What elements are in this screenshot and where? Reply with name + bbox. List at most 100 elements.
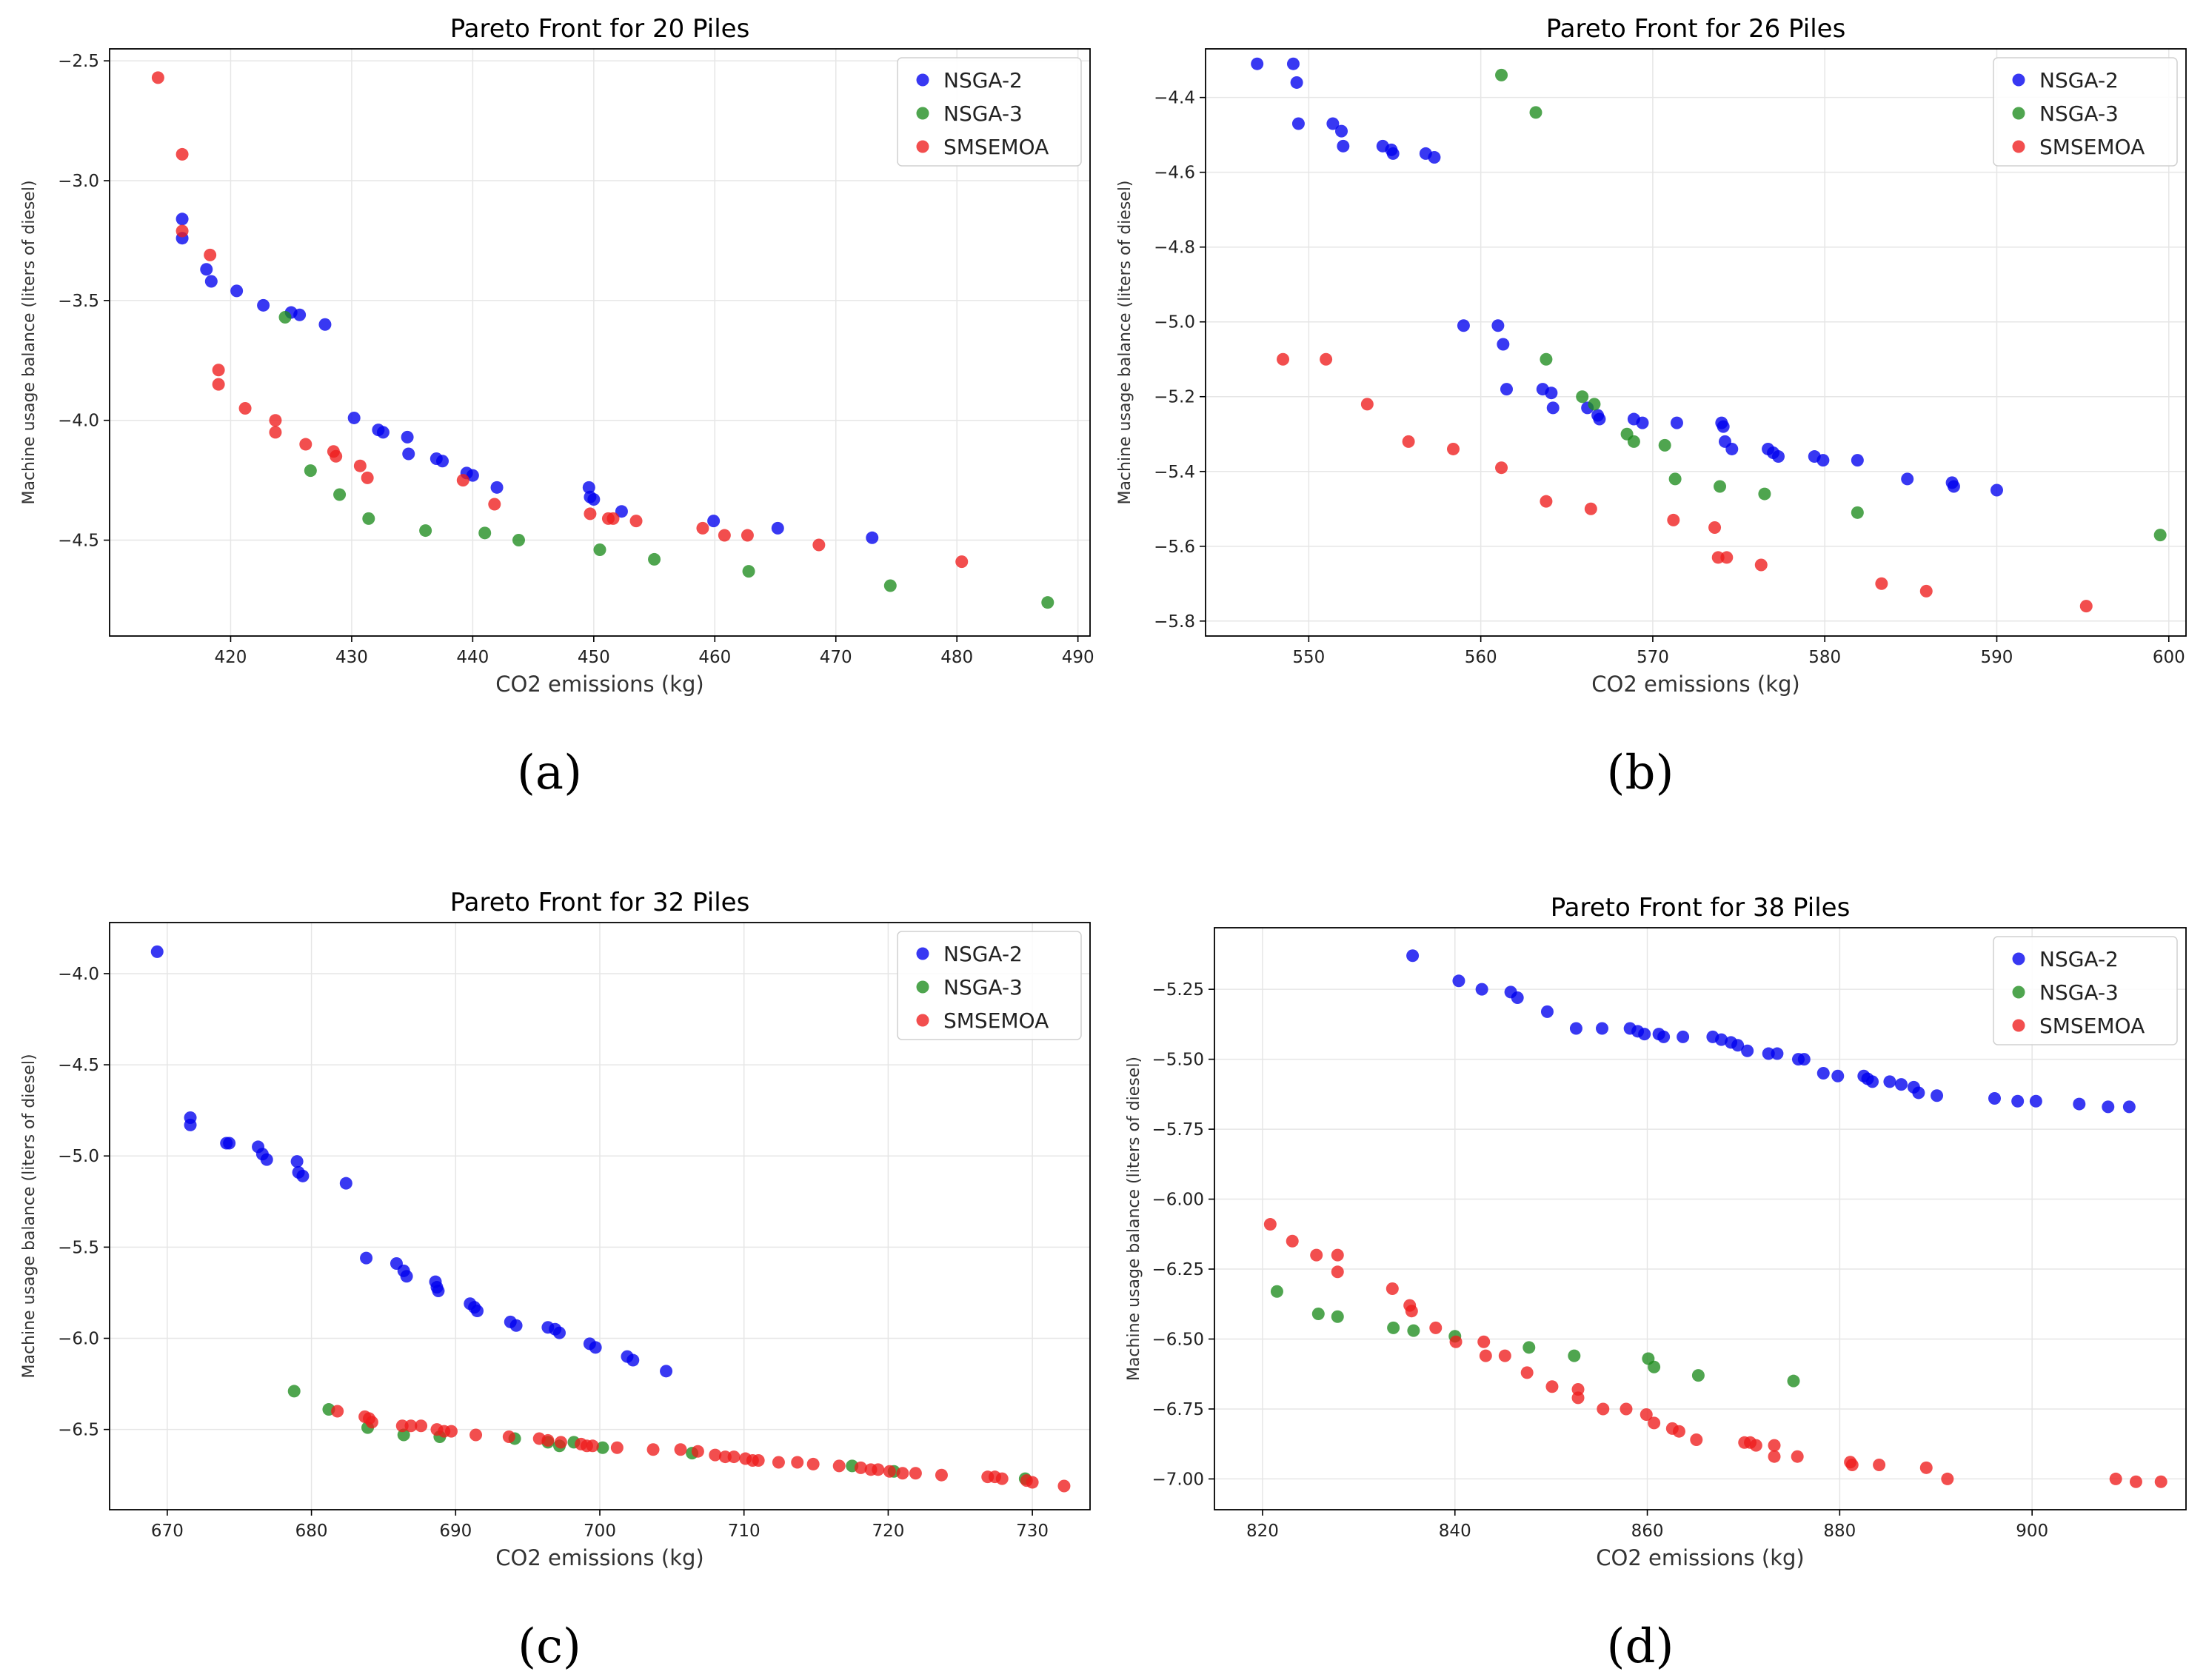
y-tick-label: −5.0 [58,1147,99,1166]
data-point-smsemoa [752,1454,765,1468]
data-point-smsemoa [365,1416,378,1429]
data-point-smsemoa [1768,1450,1781,1463]
data-point-nsga-3 [1627,435,1640,448]
data-point-smsemoa [1875,577,1888,590]
data-point-smsemoa [646,1443,660,1456]
legend-marker-smsemoa [916,140,929,153]
data-point-nsga-2 [589,1341,602,1354]
data-point-nsga-2 [582,481,595,494]
y-tick-label: −4.5 [58,1056,99,1075]
legend: NSGA-2 NSGA-3 SMSEMOA [897,931,1082,1040]
y-tick-label: −4.8 [1154,238,1195,258]
data-point-nsga-2 [771,521,784,535]
data-point-nsga-2 [1335,124,1348,138]
data-point-smsemoa [629,515,643,528]
data-point-nsga-2 [293,308,307,321]
data-point-smsemoa [1446,442,1460,455]
data-point-nsga-2 [1596,1022,1609,1035]
data-point-smsemoa [2109,1472,2122,1485]
data-point-smsemoa [2079,600,2093,613]
data-point-nsga-3 [1758,487,1771,501]
data-point-nsga-2 [1866,1075,1879,1088]
data-point-smsemoa [331,1405,344,1418]
legend-marker-nsga-3 [2012,985,2025,999]
data-point-smsemoa [151,71,164,84]
data-point-smsemoa [1941,1472,1954,1485]
legend-label: NSGA-2 [2039,68,2119,93]
data-point-nsga-2 [200,263,213,276]
data-point-nsga-2 [296,1169,310,1182]
plot-frame [109,48,1091,637]
y-tick-label: −4.0 [58,412,99,431]
legend: NSGA-2 NSGA-3 SMSEMOA [897,57,1082,167]
data-point-smsemoa [806,1457,820,1470]
data-point-smsemoa [741,529,754,542]
legend-marker-nsga-3 [916,980,929,994]
data-point-smsemoa [995,1472,1009,1485]
legend-label: SMSEMOA [943,135,1049,159]
data-point-smsemoa [395,1419,409,1433]
data-point-smsemoa [353,459,367,472]
legend-marker-nsga-3 [916,107,929,120]
data-point-nsga-2 [260,1153,273,1166]
y-axis-label: Machine usage balance (liters of diesel) [20,1054,39,1378]
data-point-nsga-2 [1725,442,1739,455]
y-tick-label: −5.5 [58,1238,99,1257]
x-tick-label: 600 [2153,648,2185,667]
data-point-smsemoa [1320,352,1333,366]
y-tick-label: −6.5 [58,1421,99,1440]
data-point-smsemoa [330,449,343,463]
legend-label: NSGA-2 [2039,947,2119,971]
data-point-nsga-2 [376,426,390,439]
y-tick-label: −2.5 [58,52,99,71]
legend-marker-smsemoa [2012,140,2025,153]
data-point-smsemoa [2154,1475,2167,1488]
data-point-nsga-2 [1762,1047,1775,1060]
x-tick-label: 690 [439,1522,472,1541]
data-point-nsga-3 [1523,1341,1536,1354]
data-point-nsga-3 [1787,1374,1800,1388]
data-point-nsga-2 [1894,1078,1908,1091]
data-point-nsga-3 [1041,596,1054,609]
chart-panel-c: 670 680 690 700 710 720 730 −4.0 −4.5 −5.0 −5.5 −6.… [20,888,1091,1570]
y-tick-label: −6.0 [58,1330,99,1349]
data-point-nsga-2 [257,298,270,312]
data-point-nsga-3 [1495,68,1508,81]
data-point-smsemoa [299,438,312,451]
data-point-smsemoa [554,1436,567,1449]
data-point-nsga-3 [1648,1360,1661,1373]
data-point-nsga-3 [2153,529,2167,542]
data-point-smsemoa [1640,1408,1653,1422]
x-tick-label: 700 [584,1522,616,1541]
data-point-smsemoa [1873,1459,1886,1472]
legend: NSGA-2 NSGA-3 SMSEMOA [1993,57,2178,167]
data-point-nsga-2 [1883,1075,1896,1088]
data-point-nsga-2 [471,1305,484,1318]
data-point-smsemoa [1495,461,1508,475]
x-tick-label: 550 [1292,648,1325,667]
y-tick-label: −4.6 [1154,164,1195,183]
data-point-nsga-2 [432,1284,445,1297]
data-point-smsemoa [269,426,282,439]
x-tick-label: 710 [728,1522,761,1541]
data-point-smsemoa [1277,352,1290,366]
y-tick-label: −3.0 [58,172,99,191]
data-point-nsga-2 [1816,454,1830,467]
chart-panel-b: 550 560 570 580 590 600 −4.4 −4.6 −4.8 −5.0 −5.2 −5… [1116,14,2187,697]
data-point-smsemoa [1791,1450,1804,1463]
data-point-smsemoa [176,147,189,161]
chart-title: Pareto Front for 32 Piles [450,888,750,917]
legend-label: SMSEMOA [2039,135,2145,159]
data-point-smsemoa [674,1443,687,1456]
data-point-nsga-3 [742,565,755,578]
x-tick-label: 580 [1808,648,1841,667]
data-point-nsga-2 [1286,57,1300,70]
data-point-nsga-3 [1529,106,1542,119]
data-point-smsemoa [1584,502,1597,515]
chart-panel-d: 820 840 860 880 900 −5.25 −5.50 −5.75 −6.00 −6.25… [1125,893,2187,1570]
data-point-smsemoa [1648,1416,1661,1430]
data-point-smsemoa [1479,1349,1492,1362]
data-point-smsemoa [610,1441,624,1454]
data-point-smsemoa [1754,558,1768,572]
data-point-smsemoa [1571,1391,1585,1405]
